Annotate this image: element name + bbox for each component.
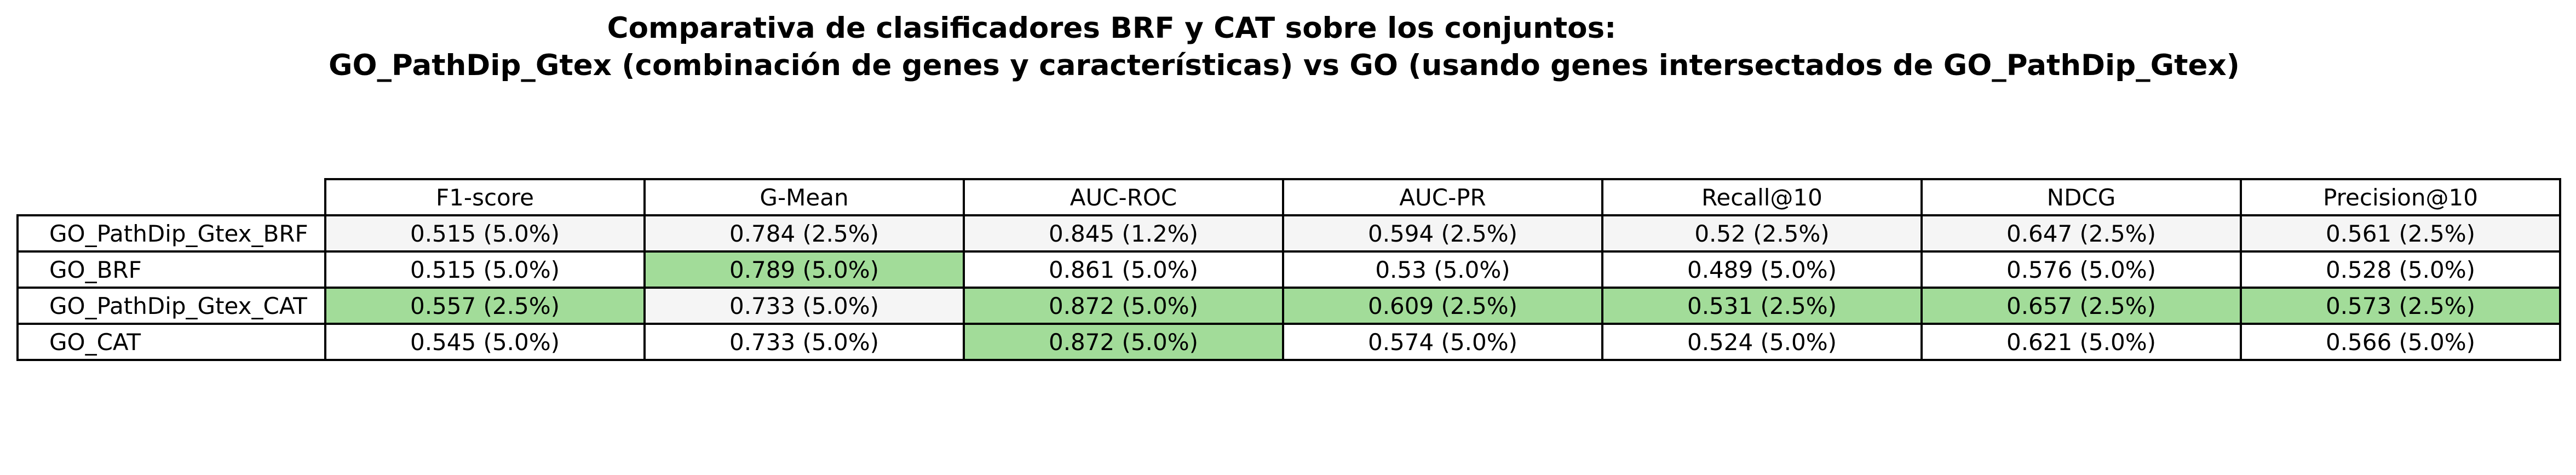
table-row: GO_PathDip_Gtex_BRF 0.515 (5.0%) 0.784 (2.… — [16, 214, 2561, 253]
table-cell: 0.566 (5.0%) — [2240, 323, 2561, 361]
table-cell: 0.784 (2.5%) — [643, 214, 965, 253]
row-label: GO_PathDip_Gtex_BRF — [16, 214, 326, 253]
column-header-g-mean: G-Mean — [643, 178, 965, 216]
column-header-recall-at-10: Recall@10 — [1601, 178, 1923, 216]
row-label: GO_CAT — [16, 323, 326, 361]
column-header-auc-roc: AUC-ROC — [963, 178, 1284, 216]
table-cell-highlighted: 0.573 (2.5%) — [2240, 287, 2561, 325]
column-header-ndcg: NDCG — [1921, 178, 2242, 216]
table-cell: 0.545 (5.0%) — [324, 323, 646, 361]
results-table: F1-score G-Mean AUC-ROC AUC-PR Recall@10… — [16, 178, 2561, 361]
column-header-precision-at-10: Precision@10 — [2240, 178, 2561, 216]
table-cell-highlighted: 0.872 (5.0%) — [963, 323, 1284, 361]
table-cell: 0.733 (5.0%) — [643, 323, 965, 361]
chart-title-block: Comparativa de clasificadores BRF y CAT … — [329, 10, 2240, 84]
chart-subtitle: GO_PathDip_Gtex (combinación de genes y … — [329, 49, 2240, 82]
table-cell: 0.524 (5.0%) — [1601, 323, 1923, 361]
table-cell: 0.576 (5.0%) — [1921, 250, 2242, 289]
table-cell: 0.52 (2.5%) — [1601, 214, 1923, 253]
row-label: GO_BRF — [16, 250, 326, 289]
table-cell-highlighted: 0.789 (5.0%) — [643, 250, 965, 289]
column-header-auc-pr: AUC-PR — [1282, 178, 1603, 216]
table-cell: 0.594 (2.5%) — [1282, 214, 1603, 253]
corner-cell — [18, 179, 326, 216]
row-label: GO_PathDip_Gtex_CAT — [16, 287, 326, 325]
chart-title: Comparativa de clasificadores BRF y CAT … — [607, 12, 1617, 45]
table-cell-highlighted: 0.557 (2.5%) — [324, 287, 646, 325]
table-cell: 0.528 (5.0%) — [2240, 250, 2561, 289]
table-cell: 0.574 (5.0%) — [1282, 323, 1603, 361]
table-cell: 0.733 (5.0%) — [643, 287, 965, 325]
table-cell-highlighted: 0.531 (2.5%) — [1601, 287, 1923, 325]
table-cell-highlighted: 0.609 (2.5%) — [1282, 287, 1603, 325]
table-cell: 0.515 (5.0%) — [324, 250, 646, 289]
table-row: GO_BRF 0.515 (5.0%) 0.789 (5.0%) 0.861 (5.0… — [16, 250, 2561, 289]
table-cell: 0.647 (2.5%) — [1921, 214, 2242, 253]
header-row: F1-score G-Mean AUC-ROC AUC-PR Recall@10… — [18, 178, 2561, 216]
table-cell-highlighted: 0.872 (5.0%) — [963, 287, 1284, 325]
table-row: GO_CAT 0.545 (5.0%) 0.733 (5.0%) 0.872 (5.0… — [16, 323, 2561, 361]
table-cell: 0.515 (5.0%) — [324, 214, 646, 253]
table-cell: 0.53 (5.0%) — [1282, 250, 1603, 289]
table-cell: 0.621 (5.0%) — [1921, 323, 2242, 361]
table-cell: 0.561 (2.5%) — [2240, 214, 2561, 253]
table-row: GO_PathDip_Gtex_CAT 0.557 (2.5%) 0.733 (5.… — [16, 287, 2561, 325]
table-cell: 0.489 (5.0%) — [1601, 250, 1923, 289]
table-cell: 0.845 (1.2%) — [963, 214, 1284, 253]
table-body: GO_PathDip_Gtex_BRF 0.515 (5.0%) 0.784 (2.… — [16, 214, 2561, 361]
column-header-f1-score: F1-score — [324, 178, 646, 216]
table-cell: 0.861 (5.0%) — [963, 250, 1284, 289]
table-cell-highlighted: 0.657 (2.5%) — [1921, 287, 2242, 325]
